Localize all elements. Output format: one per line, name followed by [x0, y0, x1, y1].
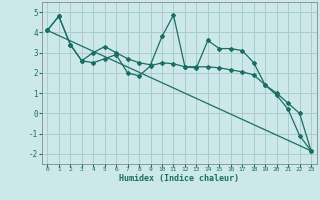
X-axis label: Humidex (Indice chaleur): Humidex (Indice chaleur) — [119, 174, 239, 183]
